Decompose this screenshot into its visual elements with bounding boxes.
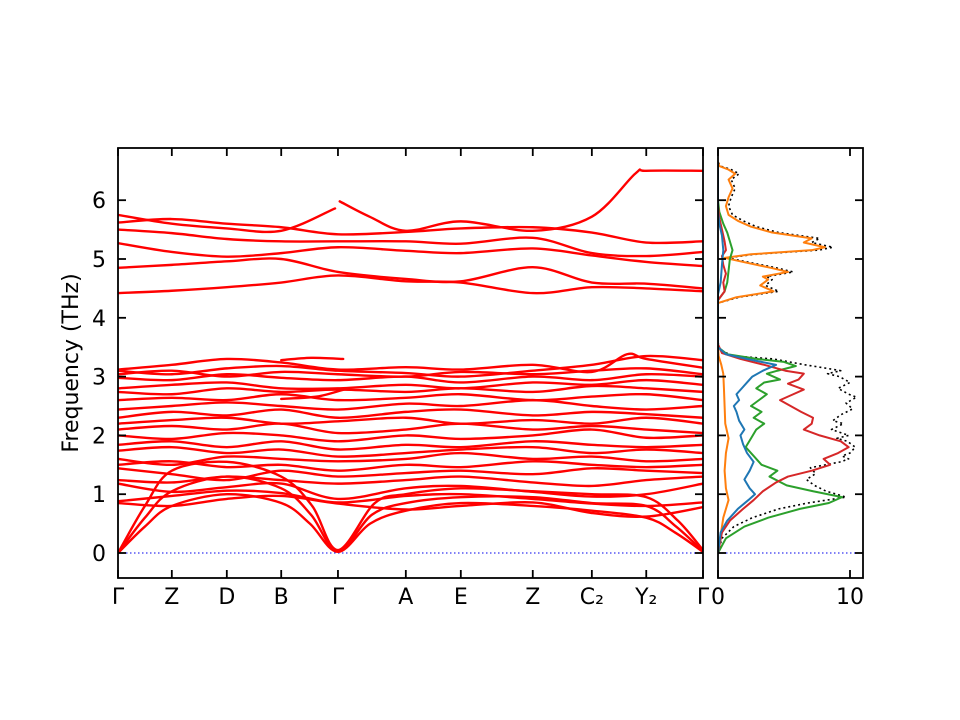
y-tick-label: 5	[92, 248, 106, 273]
y-tick-label: 3	[92, 366, 106, 391]
band-curve	[118, 494, 703, 518]
band-curve	[118, 367, 703, 378]
k-point-label: Γ	[697, 585, 710, 610]
band-curve	[118, 467, 703, 482]
band-curve	[118, 241, 703, 268]
k-point-label: Z	[164, 585, 179, 610]
k-point-label: A	[398, 585, 413, 610]
y-tick-label: 1	[92, 483, 106, 508]
band-curve	[118, 408, 703, 419]
dos-x-tick-label: 0	[711, 585, 725, 610]
band-curve	[118, 460, 703, 472]
y-tick-label: 4	[92, 307, 106, 332]
band-curve	[118, 384, 703, 396]
band-curve	[118, 416, 703, 425]
band-curve	[118, 354, 703, 378]
y-tick-label: 2	[92, 424, 106, 449]
dos-curve-partial-red	[718, 161, 850, 554]
band-curve	[118, 378, 703, 391]
dos-plot-area	[718, 161, 863, 554]
band-curve	[118, 207, 337, 234]
band-curve	[118, 460, 703, 555]
band-panel-frame	[117, 147, 704, 579]
band-curve	[118, 352, 703, 374]
k-point-label: E	[454, 585, 468, 610]
band-curve	[118, 475, 703, 555]
band-curve	[118, 451, 703, 467]
band-curve	[338, 168, 703, 232]
band-curve	[118, 392, 703, 402]
k-point-label: Γ	[332, 585, 345, 610]
k-point-label: C₂	[580, 585, 604, 610]
dos-panel-frame	[717, 147, 864, 579]
y-axis-label: Frequency (THz)	[59, 273, 84, 452]
band-curve	[118, 228, 703, 258]
k-point-label: D	[218, 585, 235, 610]
dos-curve-partial-blue	[718, 161, 778, 554]
band-curve	[118, 489, 703, 508]
axes-frames	[117, 147, 864, 579]
k-point-label: Γ	[112, 585, 125, 610]
dos-curve-partial-orange	[718, 161, 826, 554]
band-curve	[118, 492, 703, 555]
dos-curve-partial-green	[718, 161, 844, 554]
band-curve	[118, 398, 703, 411]
band-curve	[118, 257, 703, 290]
band-curve	[118, 475, 703, 488]
band-curve	[118, 422, 703, 435]
y-tick-label: 0	[92, 542, 106, 567]
band-curve	[118, 428, 703, 443]
k-point-label: B	[274, 585, 289, 610]
band-structure-plot-area	[118, 168, 703, 555]
axes-ticks	[117, 148, 863, 578]
dos-x-tick-label: 10	[836, 585, 864, 610]
y-tick-label: 6	[92, 189, 106, 214]
k-point-label: Y₂	[634, 585, 657, 610]
band-curve	[118, 440, 703, 451]
band-curve	[280, 388, 346, 401]
dos-curve-total	[718, 161, 858, 554]
band-curve	[280, 356, 345, 362]
band-curve	[118, 481, 703, 501]
band-curve	[118, 445, 703, 458]
band-curve	[118, 274, 703, 295]
k-point-label: Z	[525, 585, 540, 610]
